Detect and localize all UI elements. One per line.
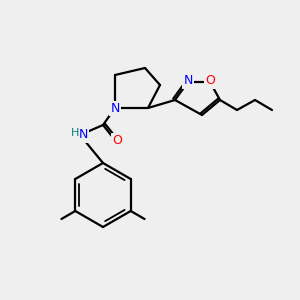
Text: N: N	[183, 74, 193, 88]
Text: H: H	[71, 128, 79, 138]
Text: N: N	[78, 128, 88, 142]
Text: O: O	[205, 74, 215, 88]
Text: O: O	[112, 134, 122, 146]
Text: N: N	[110, 101, 120, 115]
